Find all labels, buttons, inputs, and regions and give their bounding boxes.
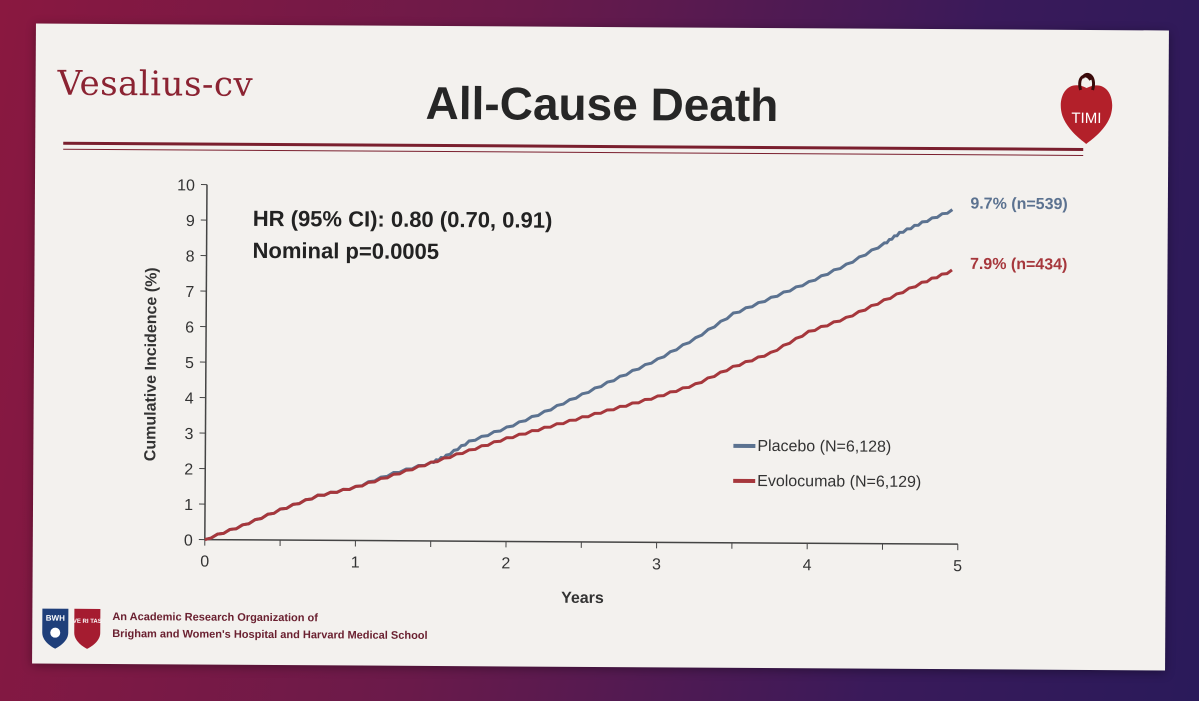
legend-label-evolocumab: Evolocumab (N=6,129) [757,473,921,491]
timi-logo-icon: TIMI [1060,72,1113,144]
y-tick-label: 3 [184,426,193,443]
y-tick-label: 4 [185,390,194,407]
y-tick-label: 6 [185,319,194,336]
survival-chart: 0 1 2 3 4 5 6 7 8 9 10 0 1 2 3 4 5 9.7% (n=539) Placebo (… [142,177,1067,607]
legend-label-placebo: Placebo (N=6,128) [757,438,891,456]
y-tick-label: 5 [185,355,194,372]
bwh-text: BWH [46,614,65,623]
hr-annotation: HR (95% CI): 0.80 (0.70, 0.91) [253,206,553,233]
y-tick-label: 7 [185,284,194,301]
p-value-annotation: Nominal p=0.0005 [253,238,440,264]
footer-text: An Academic Research Organization of Bri… [112,609,428,645]
y-tick-label: 1 [184,497,193,514]
x-axis-label: Years [561,590,604,607]
footer-line-2: Brigham and Women's Hospital and Harvard… [112,628,428,642]
y-tick-label: 10 [177,177,195,194]
x-tick-label: 1 [351,554,360,571]
end-label-placebo: 9.7% (n=539) [970,196,1067,214]
bwh-shield-icon: BWH [42,608,69,649]
series-line-evolocumab [204,268,953,542]
timi-logo-text: TIMI [1071,110,1101,127]
y-tick-label: 2 [184,461,193,478]
y-tick-label: 8 [186,248,195,265]
x-tick-label: 2 [501,555,510,572]
x-tick-label: 3 [652,556,661,573]
harvard-shield-icon: VE RI TAS [73,608,102,649]
x-tick-label: 5 [953,558,962,575]
footer-line-1: An Academic Research Organization of [112,611,318,625]
x-tick-label: 0 [200,554,209,571]
y-axis-label: Cumulative Incidence (%) [142,267,160,461]
end-label-evolocumab: 7.9% (n=434) [970,256,1067,274]
y-tick-label: 0 [184,532,193,549]
veritas-text: VE RI TAS [73,619,102,625]
x-tick-label: 4 [803,557,812,574]
footer-logos: BWH VE RI TAS [40,607,104,656]
y-tick-label: 9 [186,213,195,230]
